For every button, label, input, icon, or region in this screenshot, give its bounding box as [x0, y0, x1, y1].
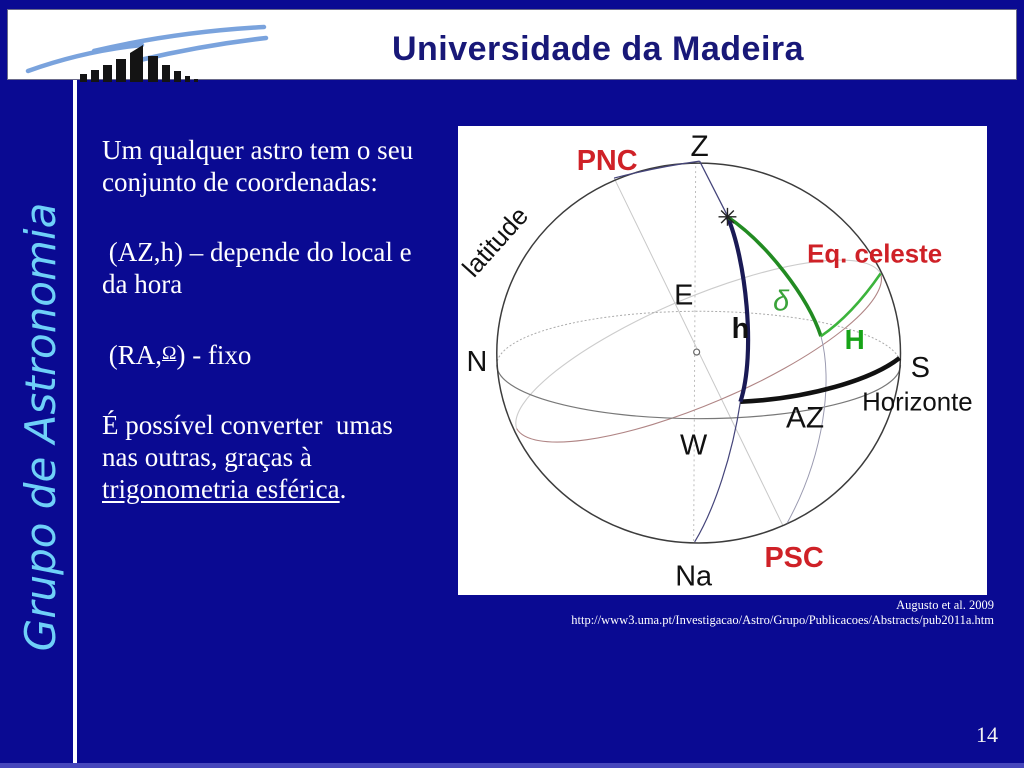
paragraph-conversion: É possível converter umas nas outras, gr…	[102, 409, 478, 505]
page-title: Universidade da Madeira	[391, 30, 805, 68]
pnc-label: PNC	[577, 145, 638, 177]
hour-angle-label: H	[845, 324, 865, 355]
paragraph-ra-prefix: (RA,	[102, 340, 162, 370]
bottom-accent-strip	[0, 763, 1024, 768]
page-number: 14	[976, 722, 998, 747]
paragraph-ra: (RA,Ω) - fixo	[102, 338, 478, 371]
declination-label: δ	[773, 285, 790, 317]
equator-front-arc	[516, 273, 882, 443]
vertical-circle-below-horizon-arc	[694, 401, 741, 543]
zenith-to-pole-arc	[613, 160, 700, 179]
citation-reference: Augusto et al. 2009	[896, 598, 994, 612]
celestial-sphere-diagram: Z PNC latitude E N S W Na PSC Eq. celest…	[458, 130, 973, 593]
latitude-label: latitude	[458, 202, 534, 283]
paragraph-conversion-text: É possível converter umas nas outras, gr…	[102, 410, 393, 472]
azimuth-label: AZ	[786, 402, 824, 435]
zenith-nadir-axis-line	[693, 166, 697, 542]
sidebar-group-label: Grupo de Astronomia	[16, 202, 65, 652]
star-icon	[718, 207, 737, 226]
north-label: N	[466, 346, 487, 378]
horizon-back-arc	[496, 310, 901, 365]
slide-body-text: Um qualquer astro tem o seu conjunto de …	[102, 134, 478, 543]
hour-angle-arc	[820, 272, 882, 338]
paragraph-ra-suffix: ) - fixo	[176, 340, 252, 370]
horizon-front-arc	[496, 364, 902, 420]
nadir-label: Na	[675, 561, 713, 593]
vertical-divider	[73, 80, 77, 768]
horizonte-thick-arc	[740, 356, 901, 405]
zenith-to-star-arc	[699, 160, 729, 217]
uma-logo	[25, 24, 269, 82]
citation-block: Augusto et al. 2009 http://www3.uma.pt/I…	[571, 598, 994, 628]
libra-equinox-symbol: Ω	[162, 343, 177, 364]
spherical-trigonometry-underlined: trigonometria esférica	[102, 474, 340, 504]
citation-url: http://www3.uma.pt/Investigacao/Astro/Gr…	[571, 613, 994, 627]
paragraph-coordinates-text: Um qualquer astro tem o seu conjunto de …	[102, 135, 414, 197]
south-label: S	[911, 352, 930, 384]
hour-circle-lower-arc	[786, 336, 827, 524]
west-label: W	[680, 429, 708, 461]
paragraph-azh: (AZ,h) – depende do local e da hora	[102, 236, 478, 300]
east-label: E	[674, 279, 693, 311]
sphere-outline-circle	[496, 162, 902, 544]
equator-label: Eq. celeste	[807, 241, 942, 269]
paragraph-azh-text: (AZ,h) – depende do local e da hora	[102, 237, 412, 299]
equator-back-arc	[515, 259, 882, 429]
zenith-label: Z	[691, 130, 709, 163]
psc-label: PSC	[764, 542, 823, 574]
altitude-label: h	[732, 313, 750, 345]
paragraph-coordinates: Um qualquer astro tem o seu conjunto de …	[102, 134, 478, 198]
horizonte-label: Horizonte	[862, 389, 973, 417]
celestial-sphere-figure: Z PNC latitude E N S W Na PSC Eq. celest…	[458, 126, 987, 595]
header-bar: Universidade da Madeira	[7, 9, 1017, 82]
declination-arc	[726, 215, 823, 337]
sphere-center-dot	[693, 348, 701, 356]
paragraph-conversion-period: .	[339, 474, 347, 504]
altitude-arc	[725, 215, 751, 403]
